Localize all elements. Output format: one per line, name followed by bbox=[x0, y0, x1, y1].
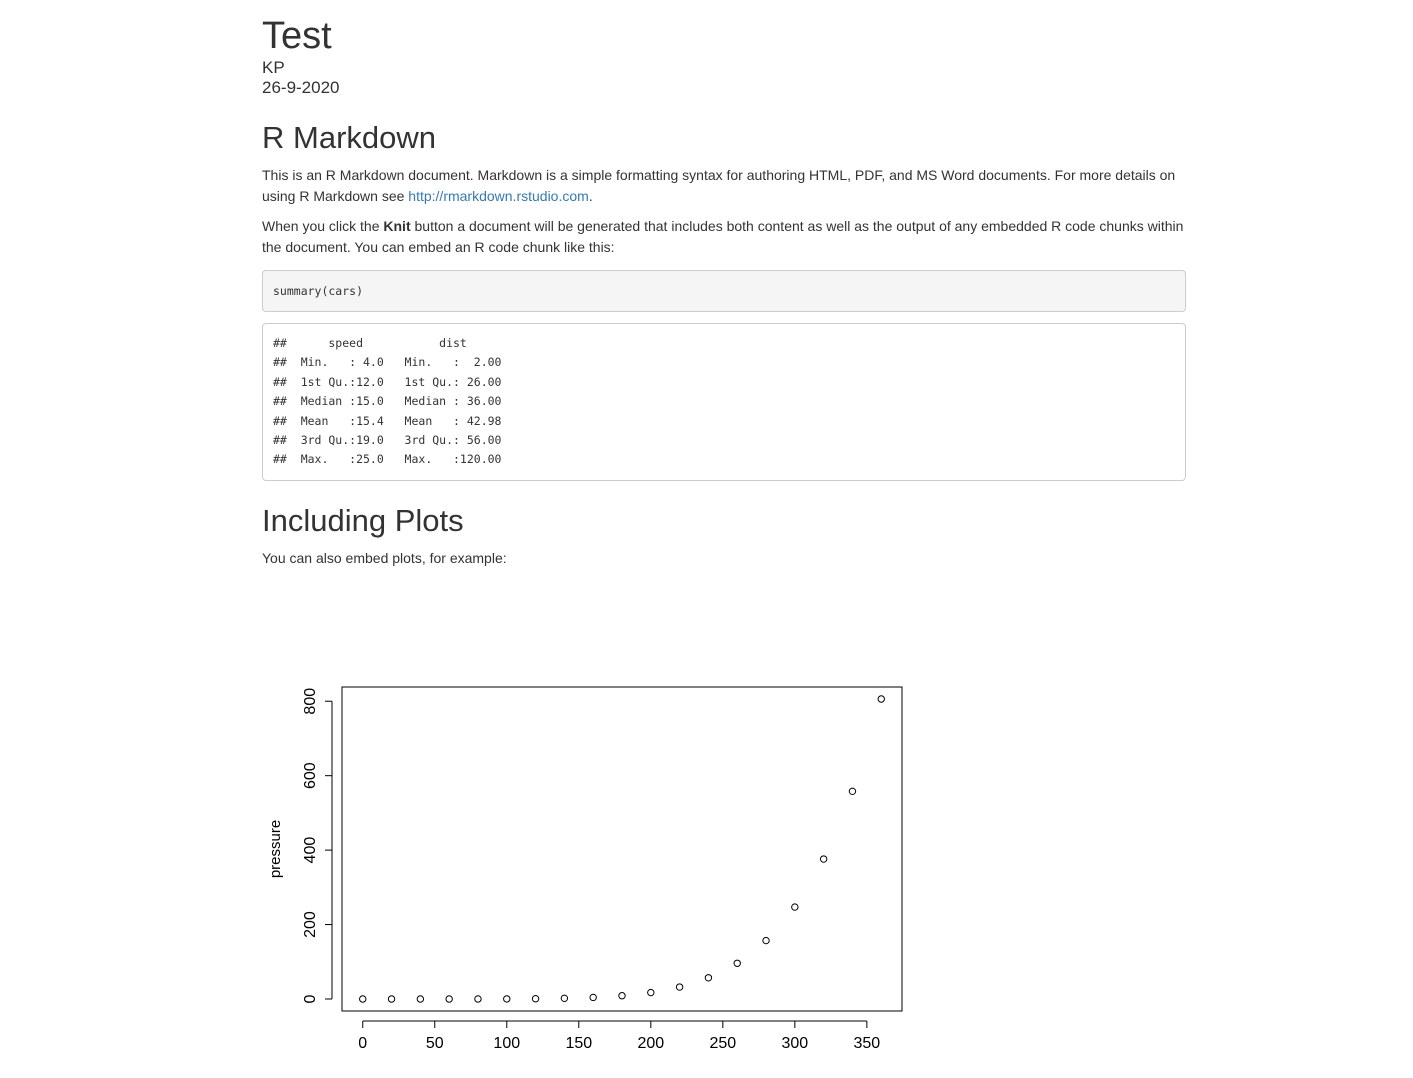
output-line: ## Min. : 4.0 Min. : 2.00 bbox=[273, 355, 516, 370]
pressure-plot-svg: 0 50 100 150 200 250 300 350 0 200 400 600 800 pressu… bbox=[267, 686, 903, 1052]
data-point bbox=[531, 995, 540, 1003]
document-author: KP bbox=[262, 58, 285, 77]
section-heading-r-markdown: R Markdown bbox=[262, 120, 436, 155]
x-tick-label: 0 bbox=[358, 1035, 367, 1052]
knit-bold: Knit bbox=[383, 218, 411, 234]
output-line: ## Mean :15.4 Mean : 42.98 bbox=[273, 413, 516, 428]
x-tick-label: 100 bbox=[493, 1035, 520, 1052]
data-point bbox=[704, 974, 713, 982]
x-tick-label: 250 bbox=[709, 1035, 736, 1052]
output-line: ## 3rd Qu.:19.0 3rd Qu.: 56.00 bbox=[273, 433, 516, 448]
knit-paragraph: When you click the Knit button a documen… bbox=[262, 216, 1186, 258]
data-point bbox=[675, 983, 684, 991]
data-point bbox=[618, 992, 626, 1000]
section-heading-including-plots: Including Plots bbox=[262, 503, 464, 538]
data-point bbox=[791, 903, 799, 911]
code-line: summary(cars) bbox=[273, 284, 364, 298]
knit-text-post: button a document will be generated that… bbox=[262, 218, 1184, 255]
y-tick-label: 200 bbox=[302, 911, 319, 938]
x-tick-label: 350 bbox=[854, 1035, 881, 1052]
data-point bbox=[445, 995, 453, 1003]
code-output[interactable]: ## speed dist ## Min. : 4.0 Min. : 2.00 … bbox=[262, 323, 1186, 481]
data-point bbox=[474, 995, 482, 1003]
data-point bbox=[819, 855, 828, 863]
data-point bbox=[503, 995, 511, 1003]
data-point bbox=[848, 787, 857, 796]
code-chunk[interactable]: summary(cars) bbox=[262, 270, 1186, 312]
pressure-plot: 0 50 100 150 200 250 300 350 0 200 400 600 800 pressu… bbox=[262, 660, 922, 1070]
y-tick-label: 800 bbox=[302, 688, 319, 715]
x-tick-label: 200 bbox=[637, 1035, 664, 1052]
x-tick-label: 150 bbox=[565, 1035, 592, 1052]
x-tick-label: 300 bbox=[781, 1035, 808, 1052]
data-point bbox=[733, 959, 741, 967]
output-line: ## speed dist bbox=[273, 336, 516, 350]
output-line: ## Median :15.0 Median : 36.00 bbox=[273, 394, 516, 409]
data-point bbox=[647, 988, 655, 997]
data-point bbox=[387, 995, 396, 1003]
intro-period: . bbox=[588, 188, 593, 204]
plots-paragraph: You can also embed plots, for example: bbox=[262, 550, 507, 566]
y-tick-label: 0 bbox=[302, 994, 319, 1003]
intro-text: This is an R Markdown document. Markdown… bbox=[262, 167, 1176, 204]
knit-text-pre: When you click the bbox=[262, 218, 384, 234]
document-date: 26-9-2020 bbox=[262, 78, 340, 97]
data-point bbox=[416, 995, 425, 1003]
x-tick-label: 50 bbox=[426, 1035, 444, 1052]
y-tick-label: 400 bbox=[302, 837, 319, 864]
output-line: ## 1st Qu.:12.0 1st Qu.: 26.00 bbox=[273, 374, 516, 389]
y-tick-label: 600 bbox=[302, 762, 319, 789]
data-point bbox=[762, 936, 770, 945]
data-point bbox=[359, 995, 367, 1003]
data-point bbox=[877, 695, 885, 703]
document-body: Test KP 26-9-2020 R Markdown This is an … bbox=[262, 0, 1186, 569]
data-point bbox=[589, 993, 597, 1002]
data-point bbox=[560, 994, 569, 1003]
output-line: ## Max. :25.0 Max. :120.00 bbox=[273, 452, 516, 467]
document-title: Test bbox=[262, 15, 332, 57]
y-axis-label: pressure bbox=[267, 820, 284, 878]
plot-frame bbox=[341, 686, 903, 1012]
intro-paragraph: This is an R Markdown document. Markdown… bbox=[262, 165, 1186, 207]
rmarkdown-link[interactable]: http://rmarkdown.rstudio.com bbox=[408, 188, 589, 204]
